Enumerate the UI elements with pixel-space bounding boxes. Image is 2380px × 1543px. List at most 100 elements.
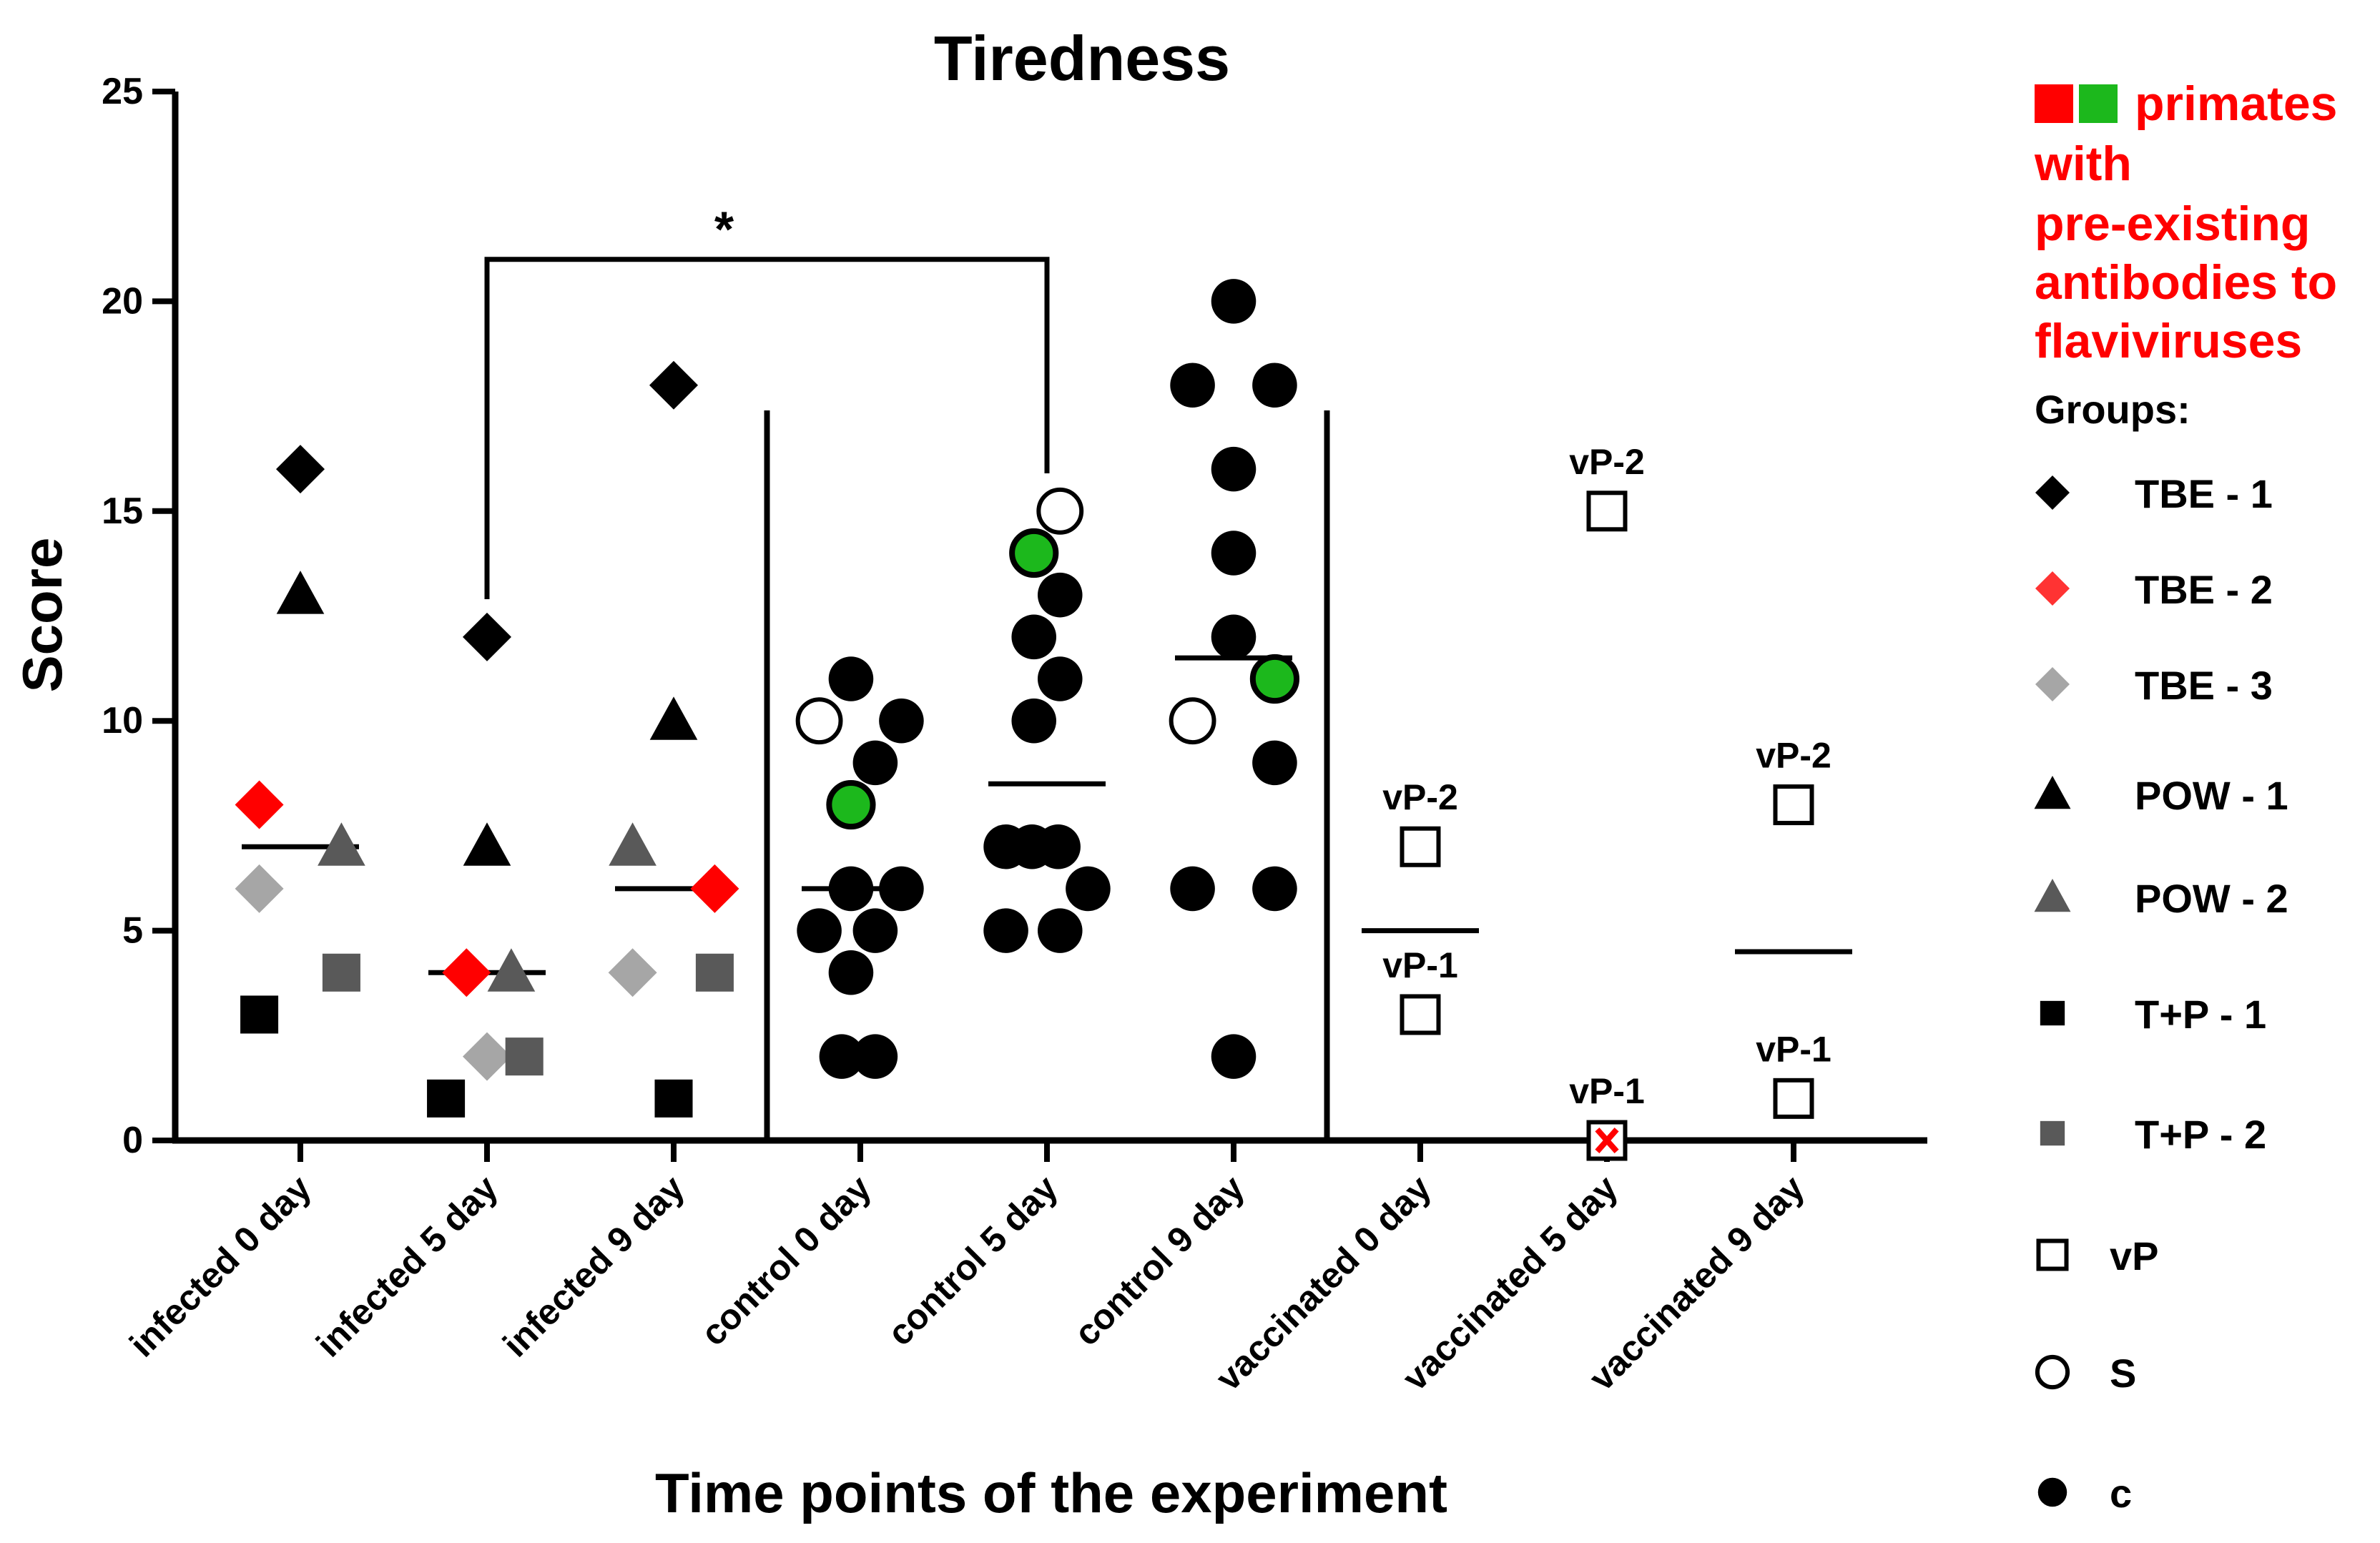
data-point	[235, 864, 284, 913]
data-point-shape	[1400, 994, 1441, 1035]
data-point-shape	[1211, 614, 1257, 660]
data-point-shape	[1037, 656, 1083, 701]
data-point	[828, 950, 874, 995]
data-point	[1011, 698, 1057, 744]
data-point	[1249, 654, 1300, 704]
data-point-shape	[1249, 654, 1300, 704]
data-point-label: vP-1	[1756, 1029, 1831, 1069]
data-point-shape	[1169, 697, 1216, 745]
x-tick-label: control 9 day	[1066, 1168, 1252, 1354]
legend-marker-shape	[2037, 1477, 2067, 1507]
data-point-shape	[1036, 487, 1084, 535]
data-point	[1211, 1034, 1257, 1079]
legend-marker	[2035, 571, 2070, 606]
data-point	[442, 948, 491, 997]
data-point	[1037, 908, 1083, 953]
legend-marker-shape	[2035, 475, 2070, 510]
data-point	[427, 1079, 466, 1118]
data-point	[1586, 490, 1628, 532]
data-point	[487, 948, 536, 992]
data-point	[276, 571, 325, 614]
data-point-shape	[649, 360, 698, 410]
data-point	[852, 740, 898, 786]
data-point-shape	[1037, 908, 1083, 953]
data-point-x2	[1595, 1128, 1619, 1153]
legend-entry-label: TBE - 2	[2135, 567, 2273, 612]
data-point-shape	[235, 780, 284, 829]
y-tick-label: 20	[102, 280, 143, 322]
legend-note-square	[2079, 84, 2118, 123]
data-point	[649, 360, 698, 410]
legend-marker	[2035, 475, 2070, 510]
data-point-shape	[1586, 490, 1628, 532]
x-tick-label: infected 9 day	[495, 1168, 692, 1365]
data-point-shape	[427, 1079, 466, 1118]
data-point-shape	[1170, 363, 1215, 408]
data-point-shape	[1773, 784, 1814, 826]
legend-entry-label: T+P - 2	[2135, 1112, 2266, 1157]
data-point-label: vP-1	[1382, 945, 1458, 985]
data-point-shape	[276, 445, 325, 494]
data-point	[1400, 826, 1441, 867]
data-point	[609, 822, 657, 866]
data-point-shape	[1066, 866, 1111, 912]
data-point-shape	[1252, 866, 1297, 912]
x-tick-label: infected 5 day	[308, 1168, 506, 1365]
data-point	[1252, 740, 1297, 786]
data-point	[463, 612, 511, 661]
chart-title: Tiredness	[934, 23, 1230, 94]
data-point-label: vP-2	[1569, 442, 1645, 482]
data-point	[852, 1034, 898, 1079]
legend-entry-label: POW - 2	[2135, 876, 2288, 921]
data-point	[1066, 866, 1111, 912]
data-point	[1400, 994, 1441, 1035]
data-point	[1586, 1120, 1628, 1161]
legend-marker-shape	[2035, 1354, 2070, 1390]
data-point	[852, 908, 898, 953]
data-point	[690, 864, 739, 913]
legend-marker	[2036, 1238, 2069, 1271]
data-point	[1252, 866, 1297, 912]
x-tick-label: infected 0 day	[122, 1168, 319, 1365]
data-point	[826, 779, 876, 830]
data-point	[1211, 614, 1257, 660]
data-point	[879, 866, 924, 912]
data-point	[463, 822, 511, 866]
legend-marker	[2034, 776, 2071, 809]
data-point-shape	[1252, 363, 1297, 408]
x-tick-label: control 0 day	[693, 1168, 879, 1354]
data-point-shape	[240, 995, 279, 1034]
data-point	[318, 822, 365, 866]
legend-marker	[2034, 879, 2071, 912]
data-point-shape	[322, 953, 360, 992]
data-point-shape	[487, 948, 536, 992]
data-point-shape	[1211, 1034, 1257, 1079]
legend-entry-label: T+P - 1	[2135, 992, 2266, 1037]
data-point-shape	[649, 696, 698, 740]
data-point	[1009, 528, 1059, 578]
legend-note-square	[2035, 84, 2073, 123]
legend-marker	[2035, 1354, 2070, 1390]
legend-marker-shape	[2040, 1000, 2065, 1026]
legend-note-line: pre-existing	[2035, 197, 2310, 251]
data-point	[649, 696, 698, 740]
data-point	[828, 656, 874, 701]
x-axis-label: Time points of the experiment	[655, 1461, 1447, 1524]
data-point-shape	[235, 864, 284, 913]
data-point	[1036, 487, 1084, 535]
legend-note-line: with	[2034, 137, 2132, 191]
data-point	[240, 995, 279, 1034]
data-point-shape	[1011, 614, 1057, 660]
data-point	[505, 1037, 544, 1076]
legend-entry-label: TBE - 1	[2135, 471, 2273, 516]
legend-entry-label: POW - 1	[2135, 773, 2288, 818]
data-point-label: vP-1	[1569, 1071, 1645, 1111]
data-point-shape	[826, 779, 876, 830]
data-point	[276, 445, 325, 494]
data-point	[879, 698, 924, 744]
data-point-shape	[1036, 824, 1081, 869]
data-point	[1211, 446, 1257, 492]
data-point-shape	[1011, 698, 1057, 744]
data-point	[1252, 363, 1297, 408]
